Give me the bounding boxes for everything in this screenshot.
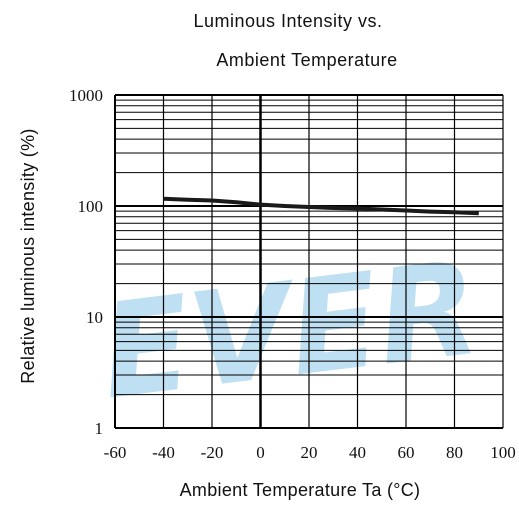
tick-labels: -60 -40 -20 0 20 40 60 80 100 1 10 100 1000 bbox=[69, 86, 516, 462]
x-tick-label: -40 bbox=[152, 443, 175, 462]
y-tick-label: 1 bbox=[95, 419, 104, 438]
x-tick-label: 0 bbox=[256, 443, 265, 462]
x-tick-label: 80 bbox=[446, 443, 463, 462]
x-tick-label: 100 bbox=[490, 443, 516, 462]
series-line-0 bbox=[163, 196, 479, 216]
chart-title-line-1: Luminous Intensity vs. bbox=[193, 11, 382, 31]
axes bbox=[114, 95, 503, 429]
x-tick-label: 40 bbox=[349, 443, 366, 462]
watermark-text: EVER bbox=[93, 232, 487, 429]
y-tick-label: 10 bbox=[86, 308, 103, 327]
x-tick-label: -60 bbox=[104, 443, 127, 462]
y-tick-label: 1000 bbox=[69, 86, 103, 105]
chart-title-line-2: Ambient Temperature bbox=[216, 50, 397, 70]
x-axis-label: Ambient Temperature Ta (°C) bbox=[180, 480, 421, 500]
x-tick-label: 20 bbox=[301, 443, 318, 462]
watermark: EVER bbox=[93, 232, 487, 429]
x-tick-label: 60 bbox=[398, 443, 415, 462]
y-axis-label: Relative luminous intensity (%) bbox=[18, 128, 38, 383]
x-tick-label: -20 bbox=[201, 443, 224, 462]
series bbox=[163, 196, 479, 216]
y-tick-label: 100 bbox=[78, 197, 104, 216]
